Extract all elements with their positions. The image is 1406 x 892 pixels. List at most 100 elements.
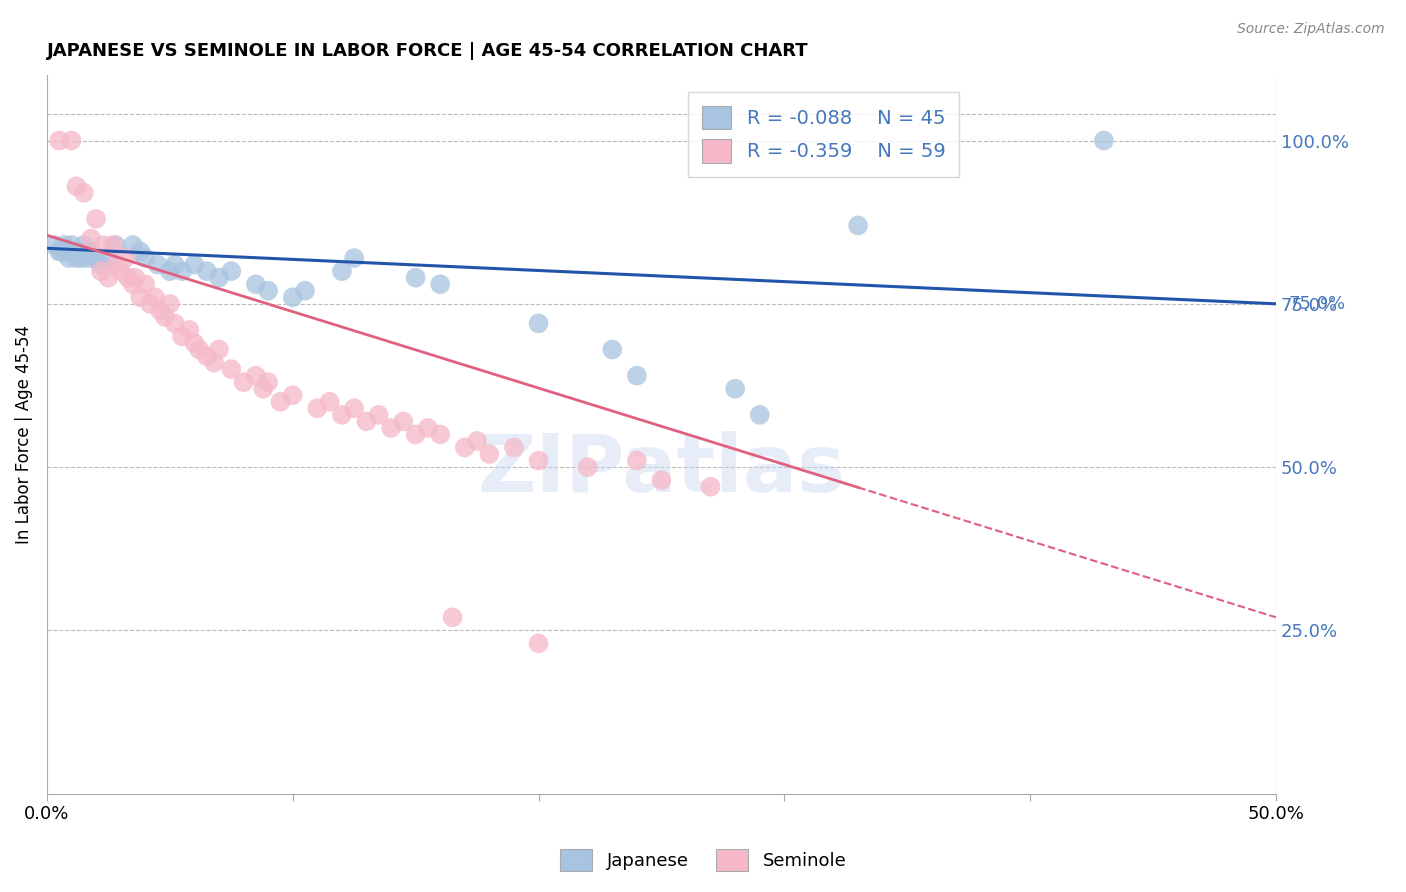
Point	[429, 277, 451, 292]
Point	[318, 394, 340, 409]
Point	[90, 264, 112, 278]
Point	[195, 349, 218, 363]
Y-axis label: In Labor Force | Age 45-54: In Labor Force | Age 45-54	[15, 325, 32, 544]
Point	[281, 290, 304, 304]
Point	[748, 408, 770, 422]
Point	[307, 401, 329, 416]
Point	[65, 179, 87, 194]
Point	[252, 382, 274, 396]
Point	[367, 408, 389, 422]
Point	[149, 303, 172, 318]
Point	[75, 244, 97, 259]
Point	[129, 290, 152, 304]
Point	[172, 264, 194, 278]
Point	[330, 408, 353, 422]
Point	[179, 323, 201, 337]
Point	[51, 244, 73, 259]
Point	[73, 238, 96, 252]
Legend: R = -0.088    N = 45, R = -0.359    N = 59: R = -0.088 N = 45, R = -0.359 N = 59	[689, 92, 959, 177]
Point	[104, 238, 127, 252]
Point	[245, 277, 267, 292]
Point	[650, 473, 672, 487]
Text: Source: ZipAtlas.com: Source: ZipAtlas.com	[1237, 22, 1385, 37]
Point	[122, 277, 145, 292]
Legend: Japanese, Seminole: Japanese, Seminole	[553, 842, 853, 879]
Point	[454, 441, 477, 455]
Point	[122, 238, 145, 252]
Point	[208, 270, 231, 285]
Point	[195, 264, 218, 278]
Point	[257, 375, 280, 389]
Point	[53, 238, 76, 252]
Point	[219, 362, 242, 376]
Point	[245, 368, 267, 383]
Point	[93, 238, 115, 252]
Point	[527, 453, 550, 467]
Point	[134, 277, 156, 292]
Point	[90, 258, 112, 272]
Point	[55, 244, 77, 259]
Point	[527, 636, 550, 650]
Point	[110, 264, 132, 278]
Point	[84, 251, 107, 265]
Point	[600, 343, 623, 357]
Point	[626, 368, 648, 383]
Point	[67, 244, 90, 259]
Point	[80, 231, 103, 245]
Point	[281, 388, 304, 402]
Point	[356, 414, 378, 428]
Point	[146, 258, 169, 272]
Point	[392, 414, 415, 428]
Point	[70, 251, 93, 265]
Point	[63, 244, 86, 259]
Point	[97, 251, 120, 265]
Point	[48, 244, 70, 259]
Point	[77, 251, 100, 265]
Point	[724, 382, 747, 396]
Point	[143, 290, 166, 304]
Point	[44, 238, 66, 252]
Point	[134, 251, 156, 265]
Point	[183, 258, 205, 272]
Point	[159, 297, 181, 311]
Point	[257, 284, 280, 298]
Point	[80, 244, 103, 259]
Point	[153, 310, 176, 324]
Point	[139, 297, 162, 311]
Point	[60, 238, 83, 252]
Text: 75.0%: 75.0%	[1288, 295, 1346, 313]
Point	[84, 211, 107, 226]
Point	[441, 610, 464, 624]
Point	[232, 375, 254, 389]
Point	[429, 427, 451, 442]
Point	[478, 447, 501, 461]
Point	[48, 134, 70, 148]
Point	[380, 421, 402, 435]
Point	[294, 284, 316, 298]
Text: JAPANESE VS SEMINOLE IN LABOR FORCE | AGE 45-54 CORRELATION CHART: JAPANESE VS SEMINOLE IN LABOR FORCE | AG…	[46, 42, 808, 60]
Point	[343, 251, 366, 265]
Point	[117, 270, 139, 285]
Point	[73, 186, 96, 200]
Point	[405, 427, 427, 442]
Point	[60, 134, 83, 148]
Point	[172, 329, 194, 343]
Point	[503, 441, 526, 455]
Point	[846, 219, 869, 233]
Text: ZIPatlas: ZIPatlas	[477, 432, 845, 509]
Point	[159, 264, 181, 278]
Point	[626, 453, 648, 467]
Point	[97, 270, 120, 285]
Point	[103, 238, 125, 252]
Point	[527, 317, 550, 331]
Point	[465, 434, 488, 448]
Point	[405, 270, 427, 285]
Point	[576, 460, 599, 475]
Point	[269, 394, 291, 409]
Point	[129, 244, 152, 259]
Point	[114, 251, 136, 265]
Point	[699, 480, 721, 494]
Point	[343, 401, 366, 416]
Point	[202, 355, 225, 369]
Point	[208, 343, 231, 357]
